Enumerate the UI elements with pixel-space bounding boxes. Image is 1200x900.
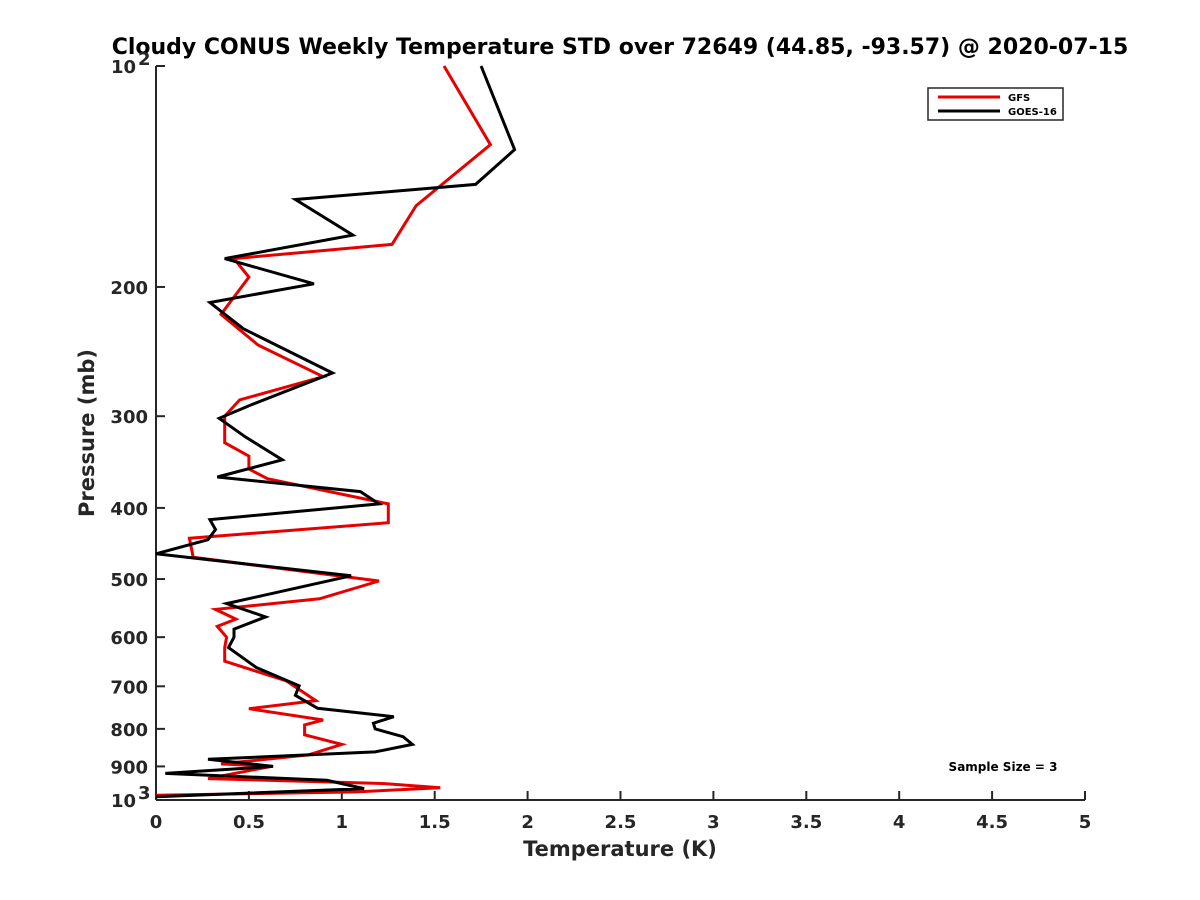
chart-title: Cloudy CONUS Weekly Temperature STD over… [112, 35, 1129, 60]
y-tick-label: 300 [110, 407, 148, 428]
x-tick-label: 4 [893, 812, 906, 833]
y-tick-label: 700 [110, 677, 148, 698]
series-group [155, 65, 517, 799]
sample-size-annotation: Sample Size = 3 [949, 760, 1058, 774]
x-tick-label: 1 [336, 812, 349, 833]
y-tick-exponent: 2 [138, 49, 151, 70]
y-tick-label: 10 [111, 791, 136, 812]
x-tick-label: 3.5 [790, 812, 822, 833]
x-axis-label: Temperature (K) [523, 837, 717, 861]
x-tick-label: 2 [521, 812, 534, 833]
y-tick-label: 500 [110, 570, 148, 591]
axes: 0 0.5 1 1.5 2 2.5 3 3.5 4 4.5 510 22003004005006007… [110, 49, 1091, 833]
y-tick-label: 900 [110, 757, 148, 778]
legend-box [927, 87, 1064, 121]
legend: GFS GOES-16 [927, 87, 1064, 121]
y-tick-label: 10 [111, 57, 136, 78]
series-line-goes-16 [155, 65, 517, 799]
x-tick-label: 2.5 [605, 812, 637, 833]
y-tick-label: 800 [110, 720, 148, 741]
x-tick-label: 4.5 [976, 812, 1008, 833]
y-tick-label: 200 [110, 278, 148, 299]
y-tick-label: 600 [110, 628, 148, 649]
y-axis-label: Pressure (mb) [75, 349, 99, 517]
x-tick-label: 0 [150, 812, 163, 833]
x-tick-label: 5 [1079, 812, 1092, 833]
legend-label-gfs: GFS [1008, 93, 1030, 104]
y-tick-label: 400 [110, 499, 148, 520]
legend-label-goes-16: GOES-16 [1008, 107, 1057, 118]
x-tick-label: 1.5 [419, 812, 451, 833]
x-tick-label: 0.5 [233, 812, 265, 833]
x-tick-label: 3 [707, 812, 720, 833]
y-tick-exponent: 3 [138, 783, 151, 804]
